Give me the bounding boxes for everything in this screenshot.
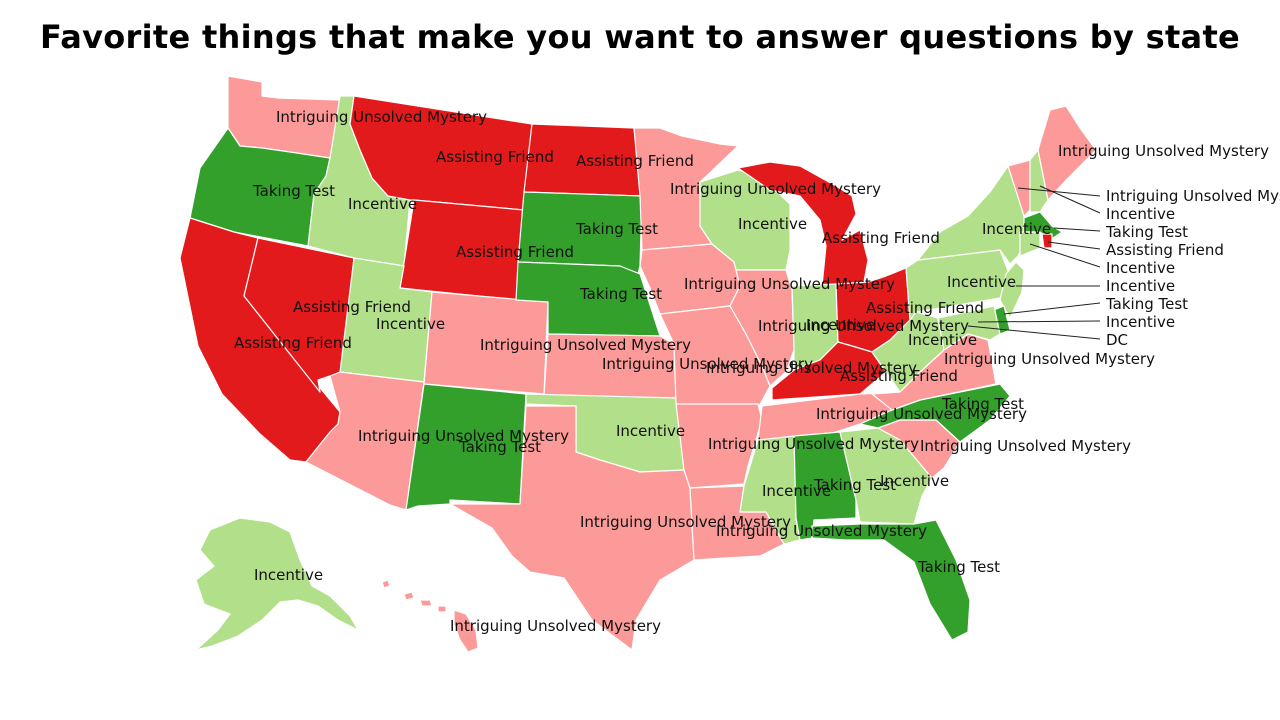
- label-OH: Assisting Friend: [866, 299, 984, 317]
- label-MT: Assisting Friend: [436, 148, 554, 166]
- label-NM: Taking Test: [458, 438, 541, 456]
- label-UT: Incentive: [376, 315, 445, 333]
- callout-line-DE: [1003, 302, 1101, 315]
- state-IL[interactable]: [729, 269, 795, 387]
- state-NM[interactable]: [405, 383, 527, 511]
- state-NY[interactable]: [917, 165, 1027, 265]
- label-ME: Intriguing Unsolved Mystery: [1058, 142, 1269, 160]
- label-IA: Intriguing Unsolved Mystery: [684, 275, 895, 293]
- label-VA: Intriguing Unsolved Mystery: [944, 350, 1155, 368]
- label-CA: Assisting Friend: [234, 334, 352, 352]
- label-WV: Incentive: [908, 331, 977, 349]
- label-MA: Taking Test: [1105, 223, 1188, 241]
- state-shapes: [179, 75, 1097, 653]
- label-NC: Taking Test: [941, 395, 1024, 413]
- label-ND: Assisting Friend: [576, 152, 694, 170]
- label-TX: Intriguing Unsolved Mystery: [580, 513, 791, 531]
- callout-line-MD: [977, 320, 1101, 323]
- state-TX[interactable]: [449, 405, 695, 651]
- label-WA: Intriguing Unsolved Mystery: [276, 108, 487, 126]
- state-FL[interactable]: [811, 519, 971, 641]
- state-RI[interactable]: [1041, 233, 1053, 249]
- label-WY: Assisting Friend: [456, 243, 574, 261]
- label-IL: Intriguing Unsolved Mystery: [758, 317, 969, 335]
- state-KY[interactable]: [771, 341, 887, 401]
- label-DC: DC: [1106, 331, 1128, 349]
- label-OR: Taking Test: [252, 182, 335, 200]
- callout-line-RI: [1047, 241, 1101, 250]
- state-MI[interactable]: [737, 161, 869, 287]
- label-AL: Taking Test: [813, 476, 896, 494]
- label-OK: Incentive: [616, 422, 685, 440]
- label-MO: Intriguing Unsolved Mystery: [706, 359, 917, 377]
- state-NJ[interactable]: [999, 261, 1025, 319]
- label-KS: Intriguing Unsolved Mystery: [602, 355, 813, 373]
- label-NH: Incentive: [1106, 205, 1175, 223]
- label-GA: Incentive: [880, 472, 949, 490]
- callout-line-CT: [1029, 243, 1101, 268]
- label-CT: Incentive: [1106, 259, 1175, 277]
- label-NV: Assisting Friend: [293, 298, 411, 316]
- callout-line-MA: [1053, 227, 1101, 232]
- state-MD[interactable]: [937, 305, 1001, 351]
- label-PA: Incentive: [947, 273, 1016, 291]
- callout-lines: [967, 185, 1101, 340]
- label-RI: Assisting Friend: [1106, 241, 1224, 259]
- label-NJ: Incentive: [1106, 277, 1175, 295]
- label-DE: Taking Test: [1105, 295, 1188, 313]
- label-LA: Intriguing Unsolved Mystery: [716, 522, 927, 540]
- label-NE: Taking Test: [579, 285, 662, 303]
- label-KY: Assisting Friend: [840, 367, 958, 385]
- callout-line-NH: [1039, 185, 1101, 214]
- state-AR[interactable]: [675, 403, 763, 489]
- label-MN: Intriguing Unsolved Mystery: [670, 180, 881, 198]
- label-NY: Incentive: [982, 220, 1051, 238]
- label-AR: Intriguing Unsolved Mystery: [708, 435, 919, 453]
- label-SC: Intriguing Unsolved Mystery: [920, 437, 1131, 455]
- label-MD: Incentive: [1106, 313, 1175, 331]
- callout-line-DC: [967, 325, 1101, 340]
- state-AK[interactable]: [195, 517, 359, 651]
- label-HI: Intriguing Unsolved Mystery: [450, 617, 661, 635]
- state-ME[interactable]: [1037, 105, 1097, 201]
- label-SD: Taking Test: [575, 220, 658, 238]
- label-MS: Incentive: [762, 482, 831, 500]
- label-FL: Taking Test: [917, 558, 1000, 576]
- label-ID: Incentive: [348, 195, 417, 213]
- label-AK: Incentive: [254, 566, 323, 584]
- map-title: Favorite things that make you want to an…: [39, 18, 1241, 56]
- label-MI: Assisting Friend: [822, 229, 940, 247]
- label-CO: Intriguing Unsolved Mystery: [480, 336, 691, 354]
- label-TN: Intriguing Unsolved Mystery: [816, 405, 1027, 423]
- label-AZ: Intriguing Unsolved Mystery: [358, 427, 569, 445]
- state-HI[interactable]: [381, 579, 479, 653]
- label-IN: Incentive: [806, 316, 875, 334]
- state-WV[interactable]: [871, 311, 945, 393]
- label-VT: Intriguing Unsolved Mystery: [1106, 187, 1280, 205]
- state-NH[interactable]: [1029, 149, 1049, 213]
- state-labels: Intriguing Unsolved Mystery Taking Test …: [234, 108, 1280, 635]
- callout-line-VT: [1017, 187, 1101, 197]
- label-WI: Incentive: [738, 215, 807, 233]
